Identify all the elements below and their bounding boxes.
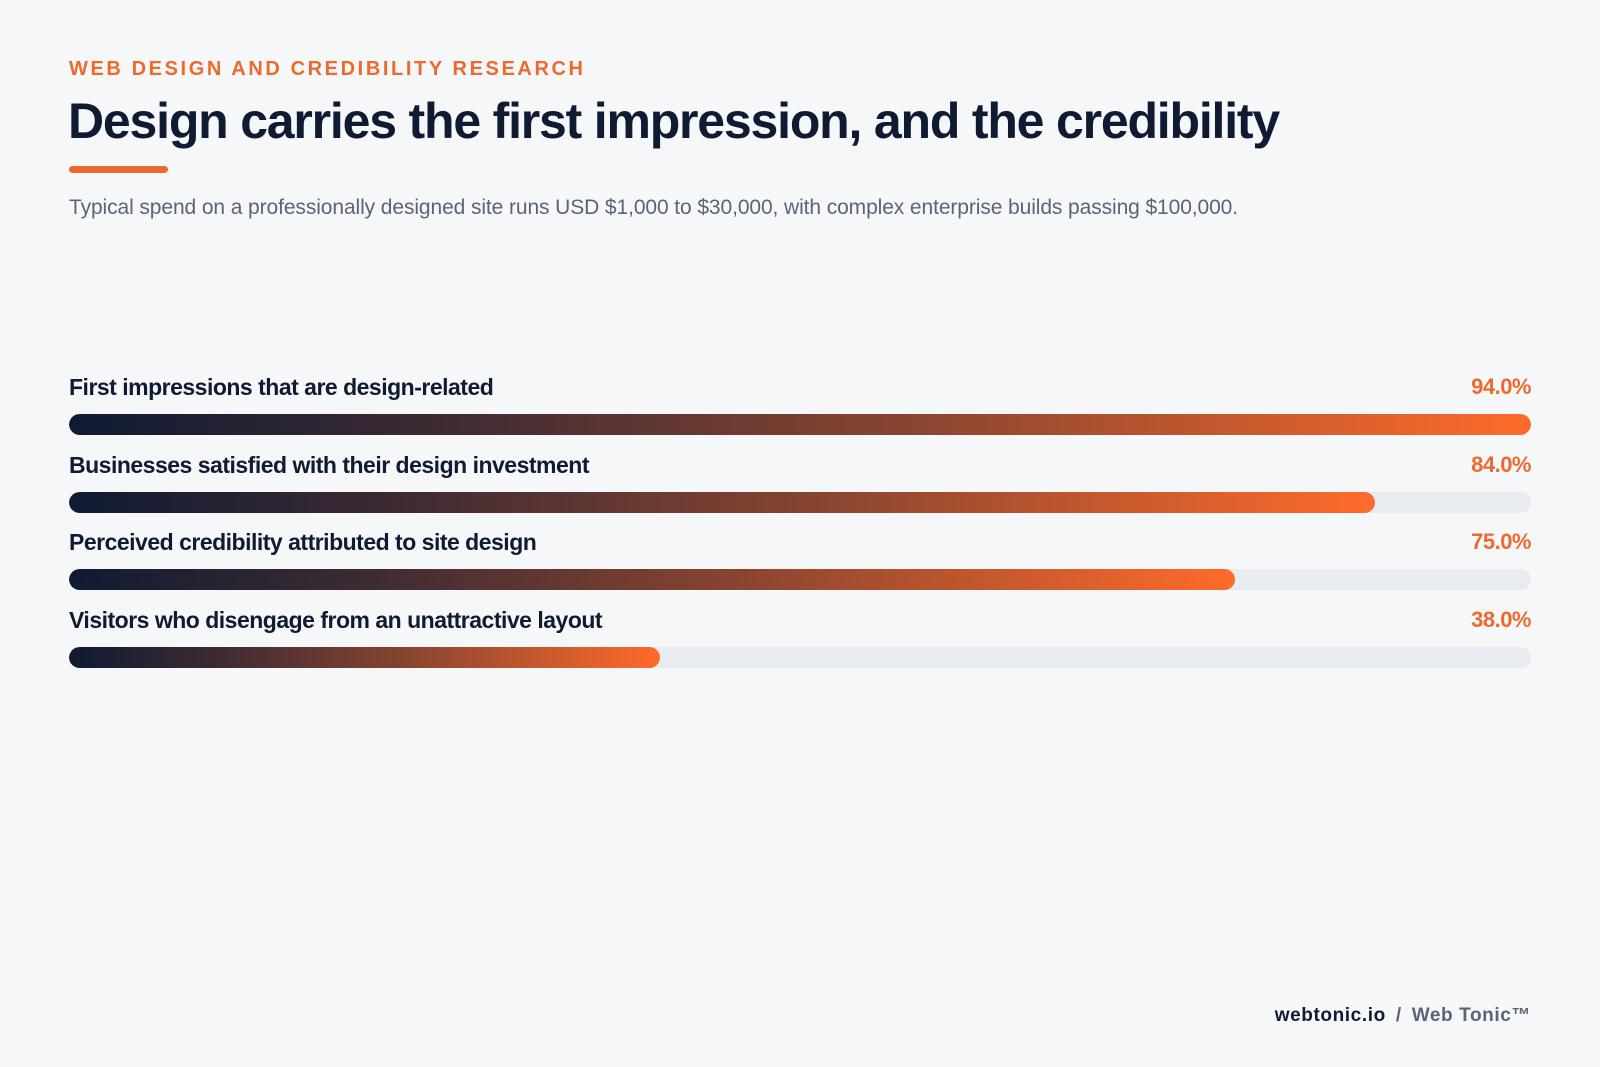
- bar-value-label: 94.0%: [1471, 374, 1531, 399]
- bar-value-label: 38.0%: [1471, 606, 1531, 632]
- chart-row: Businesses satisfied with their design i…: [69, 452, 1531, 530]
- bar-fill: [69, 646, 661, 668]
- footer-separator: /: [1395, 1005, 1402, 1026]
- chart-row: Perceived credibility attributed to site…: [69, 529, 1531, 607]
- chart-row: Visitors who disengage from an unattract…: [69, 607, 1531, 685]
- bar-value-label: 75.0%: [1471, 529, 1531, 554]
- title-underline-accent: [69, 166, 168, 173]
- page-subtitle: Typical spend on a professionally design…: [69, 196, 1238, 219]
- footer-domain: webtonic.io: [1274, 1005, 1386, 1026]
- bar-track: [69, 569, 1531, 590]
- bar-category-label: Businesses satisfied with their design i…: [69, 451, 590, 478]
- bar-fill: [69, 414, 1531, 435]
- bar-track: [69, 491, 1531, 513]
- eyebrow-label: WEB DESIGN AND CREDIBILITY RESEARCH: [69, 58, 586, 80]
- chart-row: First impressions that are design-relate…: [69, 374, 1531, 452]
- bar-value-label: 84.0%: [1471, 451, 1531, 477]
- footer-credit: webtonic.io / Web Tonic™: [1275, 1005, 1531, 1027]
- bar-chart: First impressions that are design-relate…: [69, 374, 1531, 684]
- bar-fill: [69, 491, 1376, 513]
- bar-category-label: First impressions that are design-relate…: [69, 374, 494, 400]
- page-title: Design carries the first impression, and…: [68, 93, 1280, 149]
- bar-track: [69, 414, 1531, 435]
- bar-fill: [69, 569, 1236, 590]
- bar-category-label: Visitors who disengage from an unattract…: [69, 606, 603, 633]
- footer-brand: Web Tonic™: [1411, 1005, 1531, 1026]
- bar-track: [69, 646, 1531, 668]
- bar-category-label: Perceived credibility attributed to site…: [69, 529, 537, 555]
